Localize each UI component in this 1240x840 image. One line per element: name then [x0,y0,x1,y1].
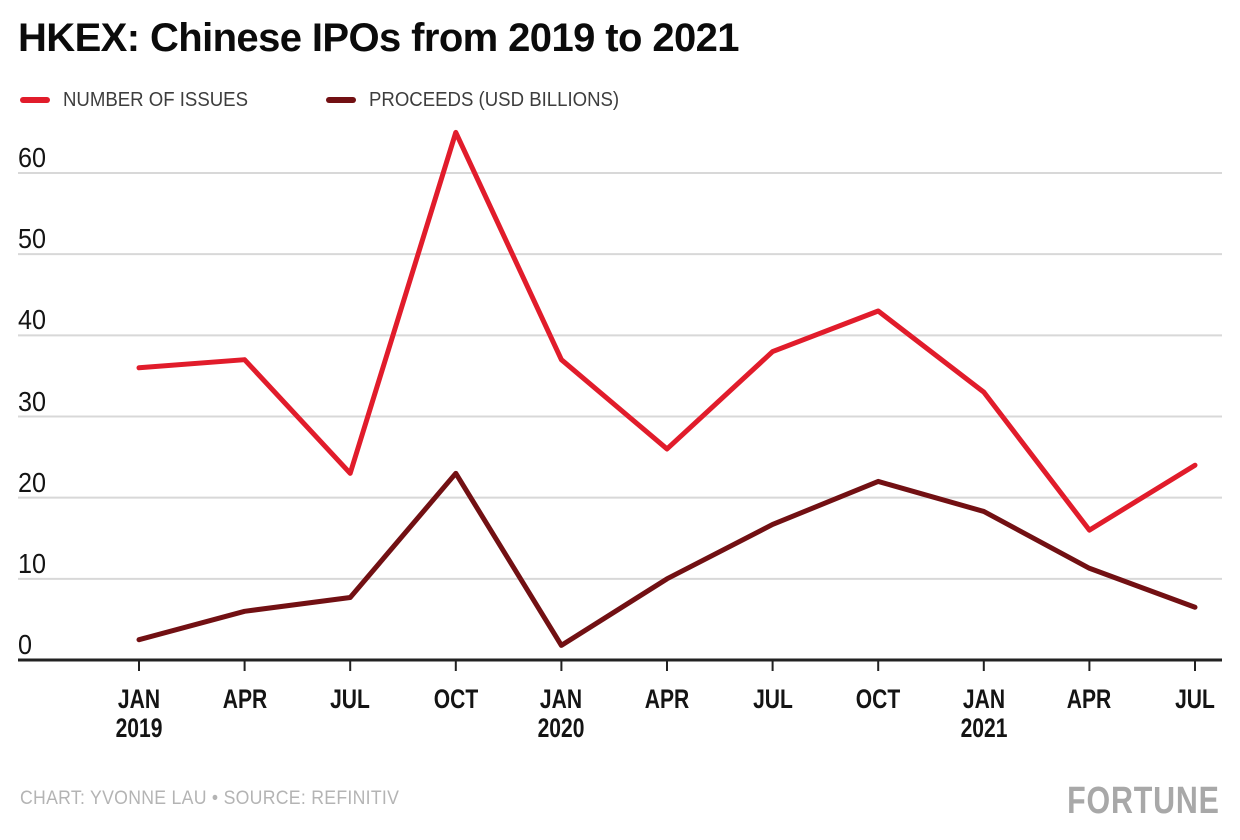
y-tick-label: 0 [18,629,33,660]
y-tick-label: 10 [18,548,47,579]
legend-item-number-of-issues: NUMBER OF ISSUES [20,88,262,112]
y-tick-label: 40 [18,304,47,335]
legend-item-proceeds: PROCEEDS (USD BILLIONS) [325,88,638,112]
legend: NUMBER OF ISSUES PROCEEDS (USD BILLIONS) [20,88,638,112]
issues-line-swatch-icon [20,97,50,103]
fortune-logo: FORTUNE [1067,780,1220,822]
chart-credit: CHART: YVONNE LAU • SOURCE: REFINITIV [20,788,400,809]
y-tick-label: 50 [18,223,47,254]
x-tick-label-month: JAN [962,684,1006,714]
y-tick-label: 20 [18,467,47,498]
legend-label-number-of-issues: NUMBER OF ISSUES [63,89,248,111]
series-line-number-of-issues [136,129,1198,533]
x-tick-label-month: JUL [330,684,370,714]
x-tick-label-month: OCT [855,684,901,714]
x-tick-label-month: APR [222,684,268,714]
x-tick-label-year: 2020 [537,713,585,743]
series-line-proceeds-usd-billions [136,470,1198,648]
x-tick-label-year: 2021 [960,713,1008,743]
y-tick-label: 30 [18,386,47,417]
x-tick-label-month: JAN [117,684,161,714]
x-tick-label-year: 2019 [115,713,163,743]
x-tick-label-month: JUL [1175,684,1215,714]
x-tick-label-month: APR [1066,684,1112,714]
chart-title: HKEX: Chinese IPOs from 2019 to 2021 [18,16,740,60]
x-tick-label-month: OCT [433,684,479,714]
legend-label-proceeds: PROCEEDS (USD BILLIONS) [368,89,620,111]
x-tick-label-month: APR [644,684,690,714]
x-tick-label-month: JUL [753,684,793,714]
proceeds-line-swatch-icon [325,97,356,103]
x-tick-label-month: JAN [539,684,583,714]
y-tick-label: 60 [18,142,47,173]
